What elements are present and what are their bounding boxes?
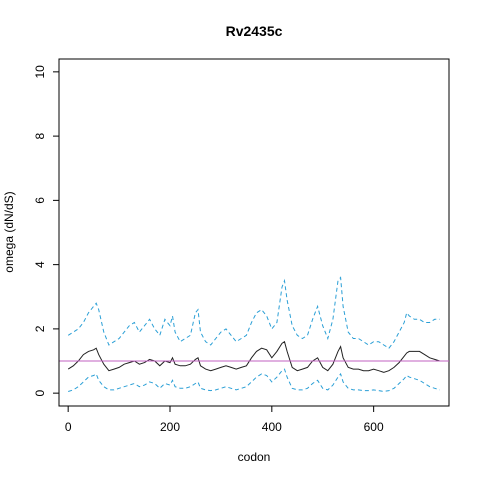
x-axis-label: codon (238, 450, 271, 464)
x-tick-label: 0 (65, 420, 72, 434)
x-tick-label: 600 (364, 420, 384, 434)
y-axis-label: omega (dN/dS) (2, 191, 16, 272)
series-line-lower (68, 368, 440, 393)
x-tick-label: 400 (262, 420, 282, 434)
x-axis: 0 200 400 600 (65, 405, 384, 434)
y-tick-label: 8 (33, 132, 47, 139)
series-line-upper (67, 276, 440, 349)
series-line-estimate (67, 340, 440, 373)
y-tick-label: 10 (33, 65, 47, 79)
y-axis: 0 2 4 6 8 10 (33, 65, 60, 396)
plot-area (59, 276, 449, 393)
y-tick-label: 2 (33, 325, 47, 332)
series-layer (59, 276, 449, 393)
y-tick-label: 6 (33, 197, 47, 204)
y-tick-label: 4 (33, 261, 47, 268)
chart-title: Rv2435c (226, 23, 283, 39)
y-tick-label: 0 (33, 389, 47, 396)
x-tick-label: 200 (160, 420, 180, 434)
